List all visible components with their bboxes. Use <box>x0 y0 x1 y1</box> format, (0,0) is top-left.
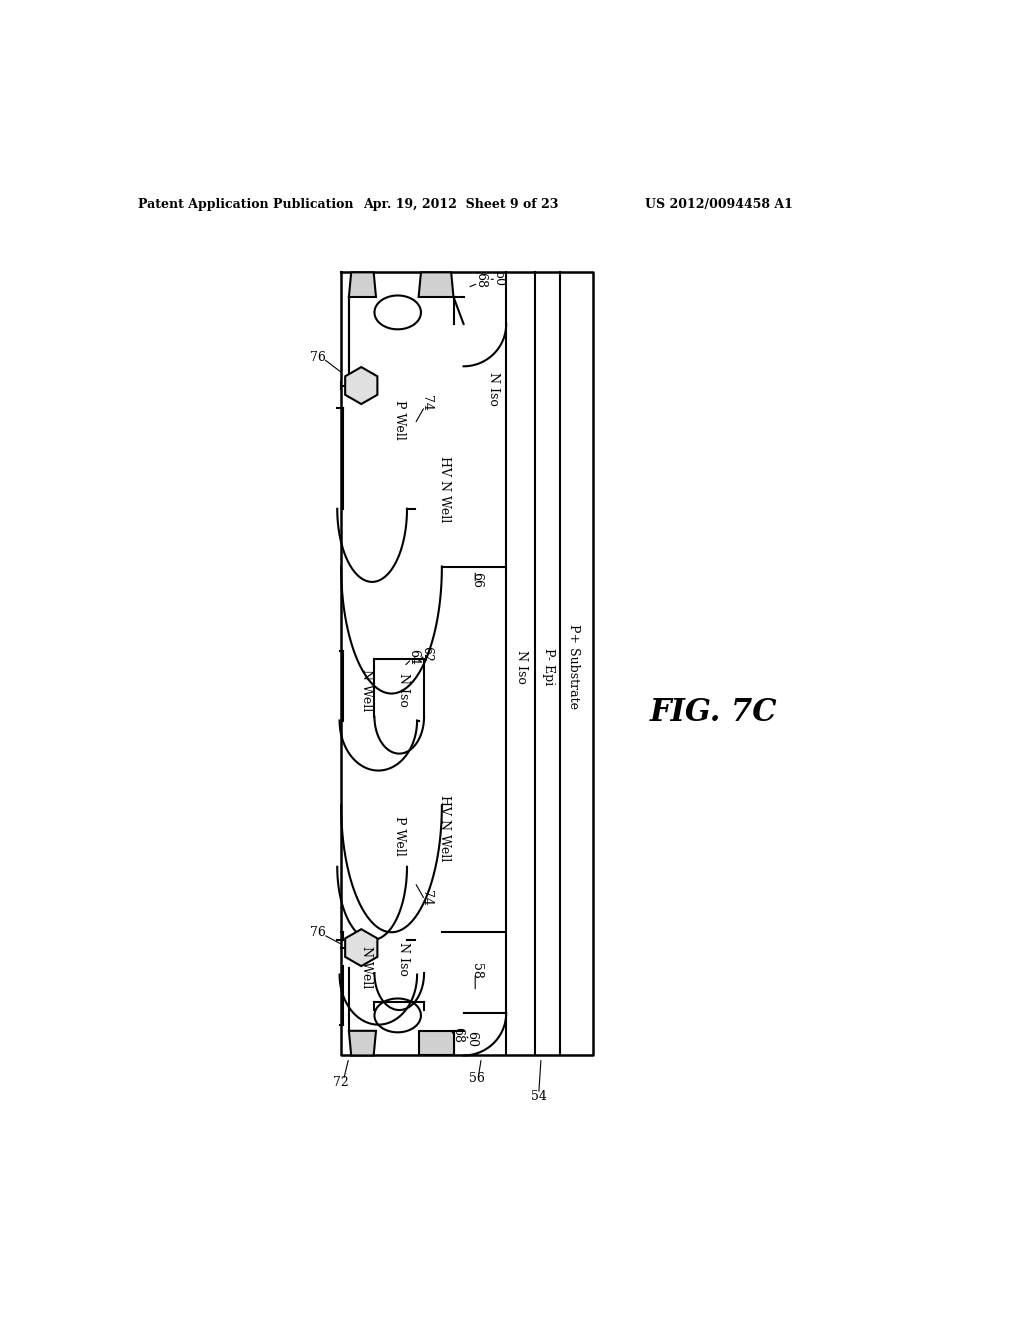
Polygon shape <box>419 272 454 297</box>
Text: 74: 74 <box>420 395 433 412</box>
Text: N Well: N Well <box>360 945 373 989</box>
Text: 62: 62 <box>420 645 433 661</box>
Polygon shape <box>345 367 378 404</box>
Text: N Iso: N Iso <box>396 673 410 706</box>
Text: N Iso: N Iso <box>515 649 528 684</box>
Text: HV N Well: HV N Well <box>437 795 451 862</box>
Text: N Iso: N Iso <box>487 372 501 407</box>
Text: 68: 68 <box>474 272 487 288</box>
Text: 60: 60 <box>492 269 505 285</box>
Text: 60: 60 <box>466 1031 478 1047</box>
Text: 72: 72 <box>333 1076 349 1089</box>
Text: 76: 76 <box>310 351 326 363</box>
Text: N Well: N Well <box>360 668 373 711</box>
Text: FIG. 7C: FIG. 7C <box>649 697 777 729</box>
Text: P+ Substrate: P+ Substrate <box>567 624 581 709</box>
Polygon shape <box>349 272 376 297</box>
Text: Apr. 19, 2012  Sheet 9 of 23: Apr. 19, 2012 Sheet 9 of 23 <box>364 198 559 211</box>
Polygon shape <box>419 1031 454 1056</box>
Text: 54: 54 <box>530 1090 547 1102</box>
Text: N Iso: N Iso <box>396 942 410 975</box>
Text: P Well: P Well <box>393 816 406 855</box>
Text: 66: 66 <box>470 573 483 589</box>
Text: HV N Well: HV N Well <box>437 457 451 523</box>
Polygon shape <box>349 1031 376 1056</box>
Text: 58: 58 <box>470 962 483 978</box>
Text: 74: 74 <box>420 890 433 906</box>
Polygon shape <box>345 929 378 966</box>
Text: 64: 64 <box>407 649 420 665</box>
Text: US 2012/0094458 A1: US 2012/0094458 A1 <box>645 198 793 211</box>
Text: 76: 76 <box>310 925 326 939</box>
Text: Patent Application Publication: Patent Application Publication <box>138 198 353 211</box>
Text: P- Epi: P- Epi <box>542 648 555 685</box>
Text: 56: 56 <box>469 1072 484 1085</box>
Text: P Well: P Well <box>393 400 406 440</box>
Text: 68: 68 <box>451 1027 464 1043</box>
